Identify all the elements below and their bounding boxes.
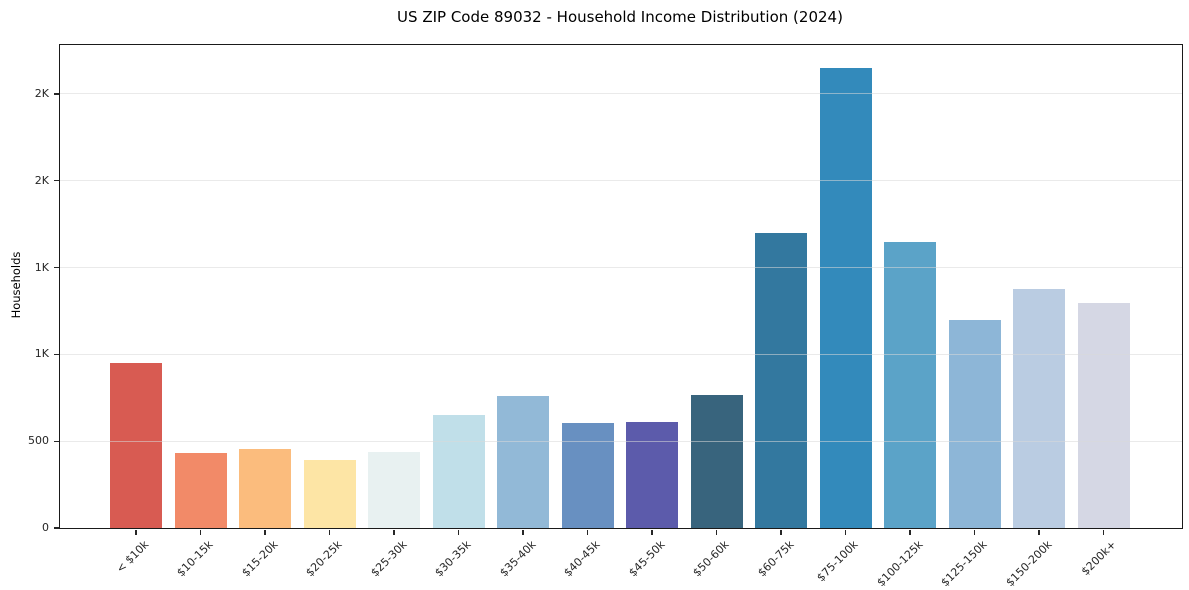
gridline bbox=[60, 180, 1182, 182]
y-tick-mark bbox=[53, 93, 59, 95]
bar bbox=[1077, 303, 1130, 528]
x-tick-mark bbox=[522, 529, 524, 535]
bar bbox=[884, 241, 936, 528]
x-tick-label: $100-125k bbox=[874, 538, 926, 590]
x-tick-label: $15-20k bbox=[238, 538, 281, 580]
x-tick-mark bbox=[1038, 529, 1040, 535]
y-tick-mark bbox=[53, 440, 59, 442]
x-tick-mark bbox=[135, 529, 137, 535]
y-axis-label: Households bbox=[9, 251, 23, 319]
bar bbox=[755, 232, 807, 528]
bar bbox=[497, 396, 549, 528]
x-tick-mark bbox=[909, 529, 911, 535]
bar bbox=[1013, 289, 1065, 528]
x-tick-label: $60-75k bbox=[754, 538, 797, 580]
gridline bbox=[60, 93, 1182, 95]
x-tick-label: $45-50k bbox=[625, 538, 668, 580]
x-tick-mark bbox=[199, 529, 202, 535]
x-tick-label: $40-45k bbox=[561, 538, 603, 580]
bar bbox=[626, 422, 678, 528]
x-tick-mark bbox=[328, 529, 331, 535]
x-tick-mark bbox=[844, 529, 847, 535]
x-tick-mark bbox=[651, 529, 653, 535]
x-tick-label: $30-35k bbox=[432, 538, 474, 580]
chart-title: US ZIP Code 89032 - Household Income Dis… bbox=[397, 8, 843, 26]
y-tick-mark bbox=[53, 266, 59, 269]
bar bbox=[432, 415, 485, 528]
x-tick-label: $200k+ bbox=[1078, 538, 1119, 579]
x-tick-label: $150-200k bbox=[1003, 538, 1055, 590]
x-tick-label: $125-150k bbox=[938, 538, 990, 590]
x-tick-label: $20-25k bbox=[303, 538, 345, 580]
plot-area: 0 500 1K 1K 2K 2K < $10k $10-15k $15-20k $20-25k $… bbox=[28, 44, 1183, 589]
x-tick-mark bbox=[393, 529, 395, 535]
bar bbox=[110, 363, 162, 528]
bar bbox=[368, 452, 420, 528]
x-tick-label: < $10k bbox=[113, 538, 152, 576]
y-tick-label: 1K bbox=[34, 260, 49, 274]
y-tick-label: 1K bbox=[34, 347, 49, 361]
bar bbox=[303, 460, 356, 528]
bar bbox=[561, 422, 614, 528]
y-tick-label: 500 bbox=[28, 434, 49, 448]
y-tick-label: 2K bbox=[34, 173, 49, 187]
y-tick-label: 2K bbox=[34, 86, 49, 100]
bar bbox=[819, 67, 872, 528]
y-tick-mark bbox=[53, 180, 59, 182]
bar bbox=[948, 319, 1001, 528]
x-tick-label: $75-100k bbox=[814, 538, 861, 585]
x-tick-mark bbox=[715, 529, 718, 535]
x-tick-label: $35-40k bbox=[496, 538, 539, 580]
x-tick-mark bbox=[457, 529, 460, 535]
bar bbox=[690, 395, 743, 528]
y-tick-mark bbox=[53, 353, 59, 355]
x-tick-label: $50-60k bbox=[690, 538, 732, 580]
x-tick-mark bbox=[973, 529, 976, 535]
x-tick-mark bbox=[264, 529, 266, 535]
gridline bbox=[60, 267, 1182, 269]
y-tick-mark bbox=[53, 527, 59, 529]
x-tick-mark bbox=[586, 529, 589, 535]
bar bbox=[174, 453, 227, 528]
y-tick-label: 0 bbox=[42, 521, 49, 534]
x-tick-mark bbox=[1102, 529, 1105, 535]
x-tick-label: $10-15k bbox=[174, 538, 216, 580]
bar bbox=[239, 449, 291, 528]
x-tick-label: $25-30k bbox=[367, 538, 410, 580]
x-tick-mark bbox=[780, 529, 782, 535]
